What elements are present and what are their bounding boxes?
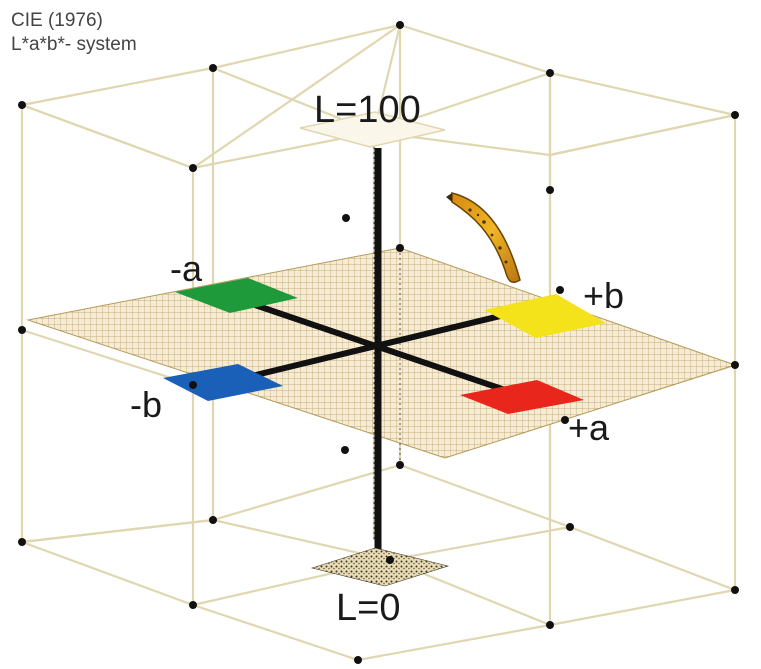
l0-label: L=0 (336, 587, 400, 629)
b-axis (234, 307, 526, 383)
l100-label: L=100 (314, 89, 421, 131)
diagram-title-line1: CIE (1976) (11, 10, 103, 31)
pos-a-patch (460, 380, 584, 414)
pos-b-label: +b (583, 275, 624, 316)
black-patch (310, 547, 450, 587)
pos-b-patch (484, 294, 606, 338)
vertex-dots (18, 21, 739, 664)
banana-icon (446, 192, 521, 283)
neg-b-label: -b (130, 384, 162, 425)
diagram-title-line2: L*a*b*- system (11, 34, 137, 55)
neg-b-patch (163, 364, 283, 401)
neg-a-patch (175, 278, 298, 313)
neg-a-label: -a (170, 248, 203, 289)
pos-a-label: +a (568, 407, 610, 448)
top-white-plane (299, 111, 446, 148)
